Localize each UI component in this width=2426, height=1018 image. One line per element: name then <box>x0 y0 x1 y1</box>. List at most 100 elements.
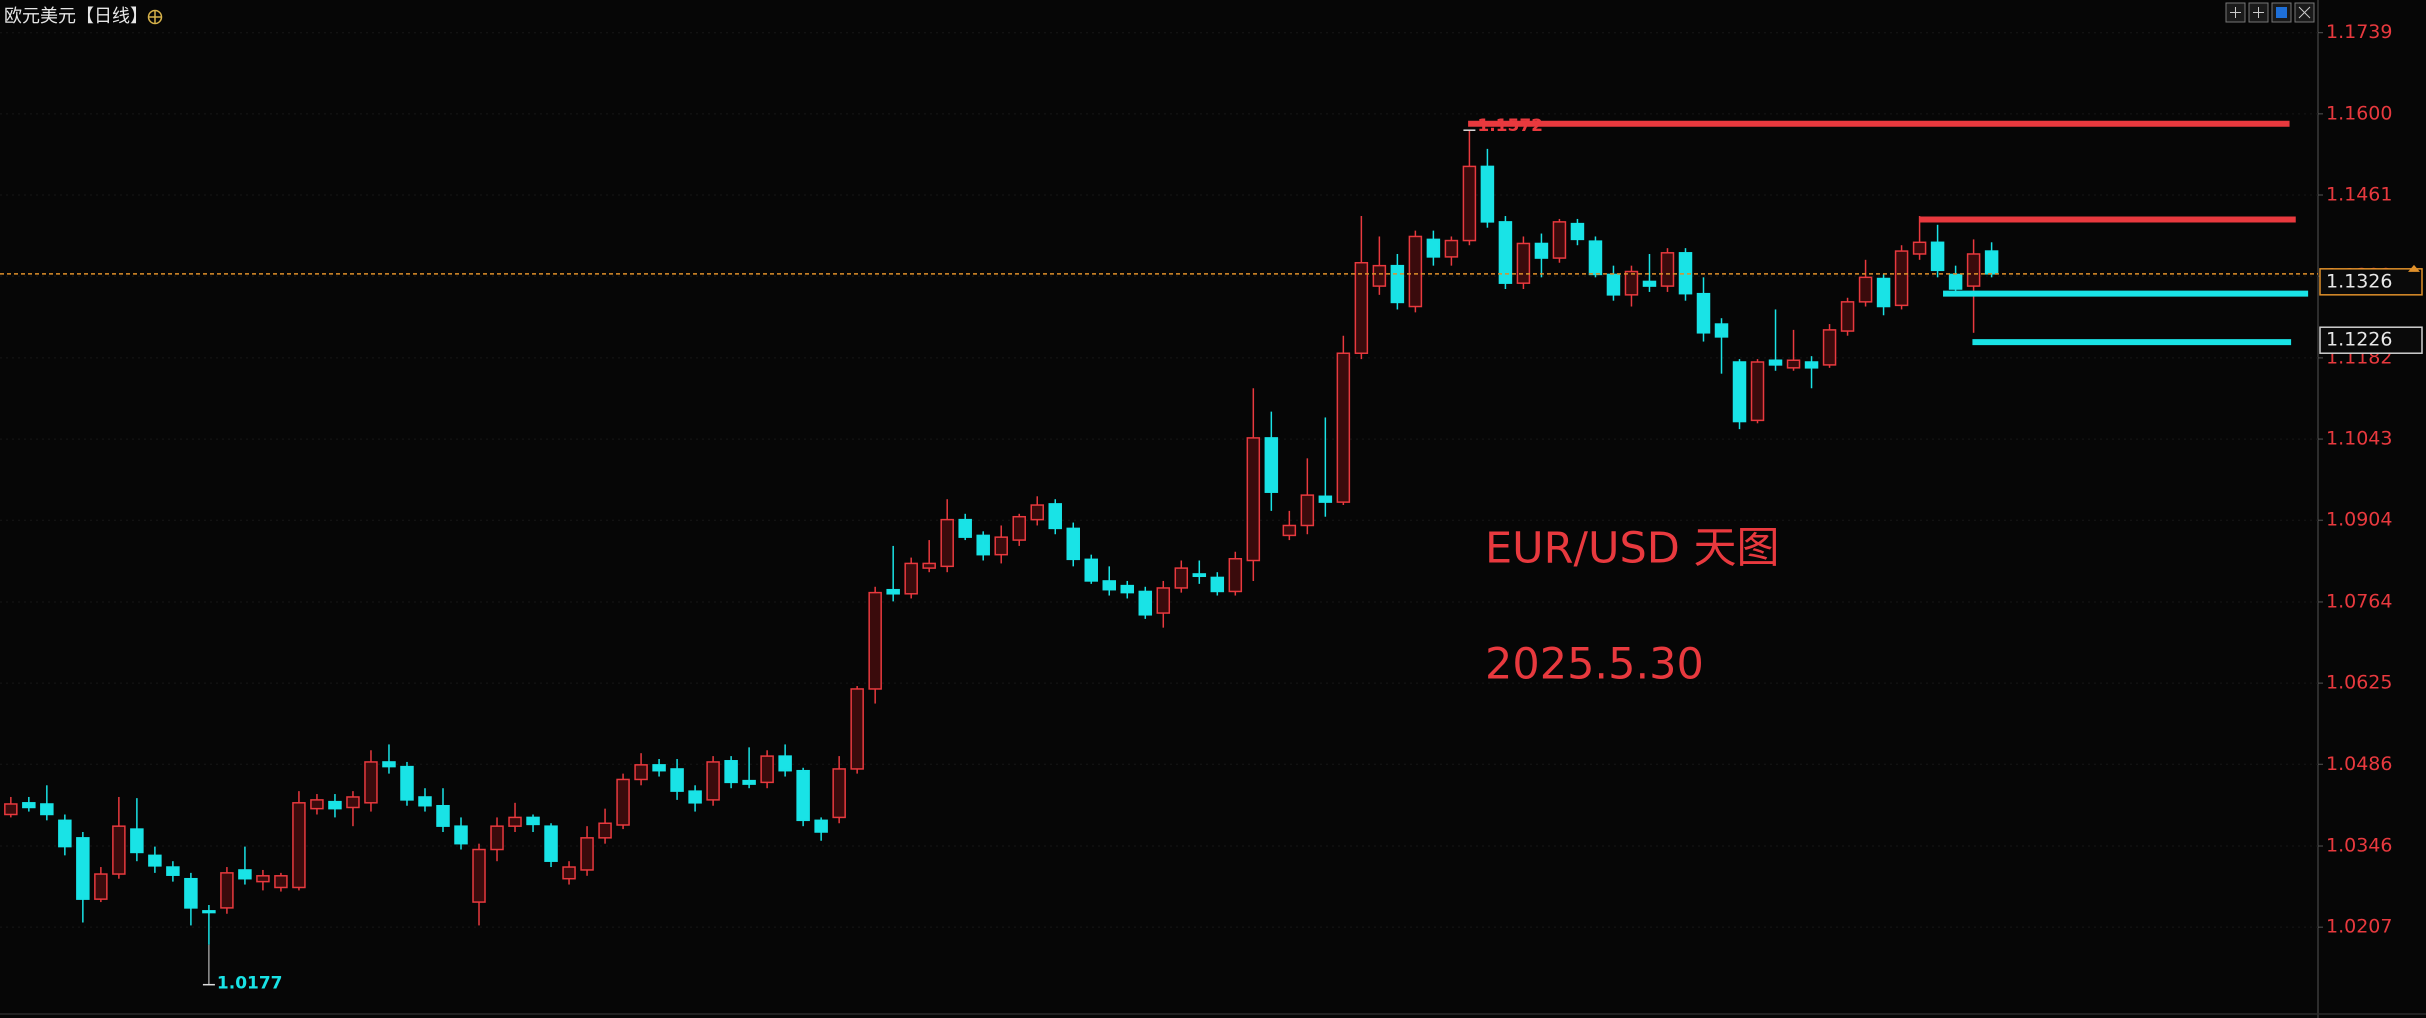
candle-body <box>1210 576 1225 593</box>
candle-body <box>364 761 378 804</box>
candle-body <box>40 803 54 816</box>
candle-body <box>202 910 216 914</box>
candle-body <box>1624 270 1639 296</box>
candle-body <box>1660 252 1675 287</box>
candle-body <box>22 802 36 809</box>
candle-body <box>1066 527 1080 561</box>
candle-body <box>94 873 108 900</box>
candle-body <box>346 796 360 809</box>
candle-body <box>472 848 486 903</box>
candle-body <box>238 869 252 880</box>
candle-body <box>706 761 720 801</box>
y-tick-label: 1.0346 <box>2326 835 2392 857</box>
candle-body <box>1804 361 1819 369</box>
candle-body <box>1120 584 1135 594</box>
candle-body <box>130 828 144 854</box>
candle-body <box>670 768 684 792</box>
price-tag-box <box>2319 268 2423 296</box>
y-tick-label: 1.1461 <box>2326 184 2392 206</box>
candle-body <box>1264 437 1279 493</box>
candle-body <box>1012 515 1026 541</box>
candle-body <box>1156 587 1171 614</box>
candle-body <box>1570 222 1585 241</box>
candle-body <box>1948 273 1963 290</box>
candle-body <box>1138 590 1153 616</box>
annotation: EUR/USD 天图 <box>1485 524 1780 574</box>
y-tick-label: 1.0904 <box>2326 509 2392 531</box>
candle-body <box>1750 361 1765 422</box>
y-tick-label: 1.0486 <box>2326 753 2392 775</box>
candle-body <box>436 804 450 827</box>
candle-body <box>184 877 198 909</box>
candle-body <box>328 800 342 810</box>
candle-body <box>1192 573 1207 578</box>
title-icon[interactable] <box>147 9 163 25</box>
price-tag-box <box>2319 326 2423 354</box>
y-tick-label: 1.0207 <box>2326 916 2392 938</box>
candle-body <box>814 819 828 833</box>
candle-body <box>760 755 774 784</box>
candle-body <box>382 761 396 768</box>
candle-body <box>1318 495 1333 503</box>
candle-body <box>976 534 990 556</box>
candle-body <box>1876 277 1891 308</box>
candle-body <box>220 872 234 909</box>
candle-body <box>1930 241 1945 272</box>
candle-body <box>1984 250 1999 275</box>
candle-body <box>796 769 810 822</box>
candle-body <box>490 825 504 851</box>
chart-title: 欧元美元【日线】 <box>4 6 148 27</box>
candle-body <box>292 802 306 889</box>
candle-body <box>1426 238 1441 258</box>
candle-body <box>112 825 126 875</box>
candle-body <box>850 688 864 770</box>
window-buttons <box>2225 2 2315 23</box>
candle-body <box>1894 250 1909 307</box>
candle-body <box>1246 437 1261 562</box>
candle-body <box>400 765 414 801</box>
candle-body <box>274 875 288 889</box>
candle-body <box>634 764 648 781</box>
candle-body <box>418 796 432 807</box>
candle-body <box>832 768 846 819</box>
candle-body <box>778 755 792 772</box>
candle-body <box>886 588 900 595</box>
candle-body <box>1048 503 1062 530</box>
candle-body <box>1552 221 1567 259</box>
candle-body <box>544 825 558 862</box>
candle-body <box>1084 558 1099 582</box>
candle-body <box>994 536 1008 556</box>
candle-body <box>4 803 18 816</box>
candle-body <box>1642 280 1657 287</box>
candle-body <box>1336 352 1351 503</box>
y-tick-label: 1.0625 <box>2326 672 2392 694</box>
low-label: 1.0177 <box>217 974 283 994</box>
candle-layer <box>4 130 1999 945</box>
candle-body <box>940 518 954 568</box>
y-tick-label: 1.1600 <box>2326 102 2392 124</box>
candle-body <box>454 825 468 845</box>
candle-body <box>1858 276 1873 303</box>
candle-body <box>1480 165 1495 223</box>
candle-body <box>76 837 90 900</box>
candle-body <box>256 875 270 883</box>
candle-body <box>1966 253 1981 287</box>
candle-body <box>958 518 972 538</box>
candle-body <box>904 562 918 595</box>
candle-body <box>1588 240 1603 276</box>
candle-body <box>922 562 936 569</box>
candle-body <box>1282 524 1297 537</box>
candle-body <box>508 816 522 827</box>
candle-body <box>1786 359 1801 369</box>
candle-body <box>58 819 72 848</box>
candle-body <box>310 799 324 810</box>
candle-body <box>724 760 738 784</box>
candle-body <box>1444 239 1459 258</box>
candle-body <box>1300 494 1315 527</box>
candle-body <box>1354 261 1369 354</box>
candle-body <box>598 822 612 839</box>
candle-body <box>1678 252 1693 295</box>
annotation: 2025.5.30 <box>1485 640 1704 690</box>
candle-body <box>1516 242 1531 284</box>
